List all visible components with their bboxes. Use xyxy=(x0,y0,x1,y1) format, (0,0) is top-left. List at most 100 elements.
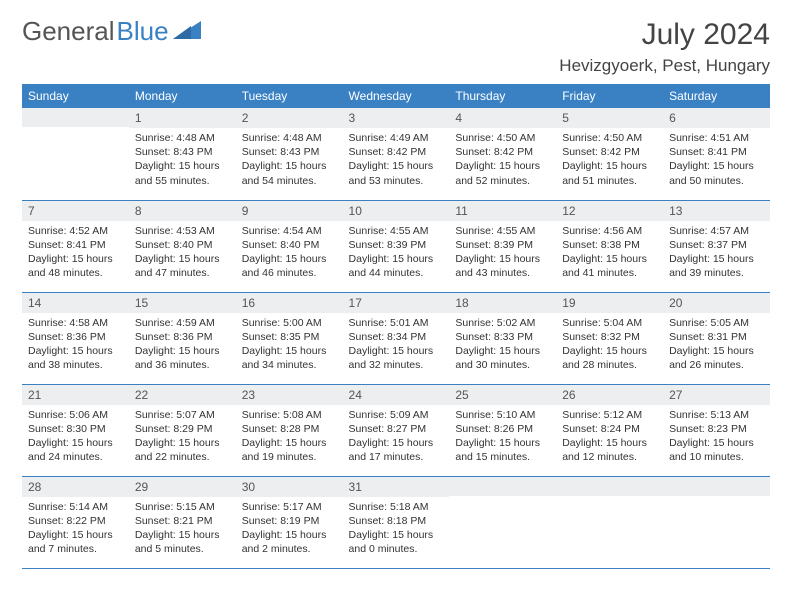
sunrise-line: Sunrise: 5:01 AM xyxy=(349,316,444,330)
daylight-line: Daylight: 15 hours and 47 minutes. xyxy=(135,252,230,280)
calendar-day-cell: 28Sunrise: 5:14 AMSunset: 8:22 PMDayligh… xyxy=(22,476,129,568)
sunrise-line: Sunrise: 5:17 AM xyxy=(242,500,337,514)
daylight-line: Daylight: 15 hours and 32 minutes. xyxy=(349,344,444,372)
day-details: Sunrise: 4:50 AMSunset: 8:42 PMDaylight:… xyxy=(449,128,556,194)
day-details: Sunrise: 4:58 AMSunset: 8:36 PMDaylight:… xyxy=(22,313,129,379)
calendar-day-cell: 30Sunrise: 5:17 AMSunset: 8:19 PMDayligh… xyxy=(236,476,343,568)
calendar-day-cell: 29 Sunrise: 5:15 AMSunset: 8:21 PMDayligh… xyxy=(129,476,236,568)
sunrise-line: Sunrise: 5:02 AM xyxy=(455,316,550,330)
daylight-line: Daylight: 15 hours and 15 minutes. xyxy=(455,436,550,464)
day-details: Sunrise: 5:02 AMSunset: 8:33 PMDaylight:… xyxy=(449,313,556,379)
sunset-line: Sunset: 8:23 PM xyxy=(669,422,764,436)
daylight-line: Daylight: 15 hours and 53 minutes. xyxy=(349,159,444,187)
day-number: 26 xyxy=(556,385,663,405)
day-details: Sunrise: 5:13 AMSunset: 8:23 PMDaylight:… xyxy=(663,405,770,471)
daylight-line: Daylight: 15 hours and 41 minutes. xyxy=(562,252,657,280)
day-number xyxy=(556,477,663,496)
sunrise-line: Sunrise: 4:48 AM xyxy=(242,131,337,145)
calendar-day-cell: 25Sunrise: 5:10 AMSunset: 8:26 PMDayligh… xyxy=(449,384,556,476)
day-number: 17 xyxy=(343,293,450,313)
calendar-day-cell: 18Sunrise: 5:02 AMSunset: 8:33 PMDayligh… xyxy=(449,292,556,384)
day-details: Sunrise: 4:51 AMSunset: 8:41 PMDaylight:… xyxy=(663,128,770,194)
sunrise-line: Sunrise: 5:18 AM xyxy=(349,500,444,514)
calendar-day-cell: 1Sunrise: 4:48 AMSunset: 8:43 PMDaylight… xyxy=(129,108,236,200)
calendar-day-cell: 3Sunrise: 4:49 AMSunset: 8:42 PMDaylight… xyxy=(343,108,450,200)
calendar-day-cell: 8 Sunrise: 4:53 AMSunset: 8:40 PMDaylight… xyxy=(129,200,236,292)
day-details: Sunrise: 5:07 AMSunset: 8:29 PMDaylight:… xyxy=(129,405,236,471)
sunset-line: Sunset: 8:21 PM xyxy=(135,514,230,528)
calendar-empty-cell xyxy=(22,108,129,200)
sunrise-line: Sunrise: 5:08 AM xyxy=(242,408,337,422)
sunset-line: Sunset: 8:24 PM xyxy=(562,422,657,436)
calendar-week-row: 1Sunrise: 4:48 AMSunset: 8:43 PMDaylight… xyxy=(22,108,770,200)
sunrise-line: Sunrise: 4:49 AM xyxy=(349,131,444,145)
day-number: 8 xyxy=(129,201,236,221)
calendar-empty-cell xyxy=(556,476,663,568)
calendar-day-cell: 21Sunrise: 5:06 AMSunset: 8:30 PMDayligh… xyxy=(22,384,129,476)
day-details: Sunrise: 4:59 AMSunset: 8:36 PMDaylight:… xyxy=(129,313,236,379)
calendar-day-cell: 23Sunrise: 5:08 AMSunset: 8:28 PMDayligh… xyxy=(236,384,343,476)
sunset-line: Sunset: 8:32 PM xyxy=(562,330,657,344)
weekday-header: Thursday xyxy=(449,84,556,108)
sunrise-line: Sunrise: 4:48 AM xyxy=(135,131,230,145)
weekday-header: Friday xyxy=(556,84,663,108)
daylight-line: Daylight: 15 hours and 55 minutes. xyxy=(135,159,230,187)
daylight-line: Daylight: 15 hours and 52 minutes. xyxy=(455,159,550,187)
sunrise-line: Sunrise: 4:55 AM xyxy=(455,224,550,238)
calendar-empty-cell xyxy=(663,476,770,568)
calendar-day-cell: 20Sunrise: 5:05 AMSunset: 8:31 PMDayligh… xyxy=(663,292,770,384)
weekday-header: Sunday xyxy=(22,84,129,108)
sunset-line: Sunset: 8:40 PM xyxy=(135,238,230,252)
sunset-line: Sunset: 8:43 PM xyxy=(242,145,337,159)
day-number: 27 xyxy=(663,385,770,405)
day-details: Sunrise: 4:48 AMSunset: 8:43 PMDaylight:… xyxy=(129,128,236,194)
sunrise-line: Sunrise: 4:56 AM xyxy=(562,224,657,238)
day-details: Sunrise: 4:48 AMSunset: 8:43 PMDaylight:… xyxy=(236,128,343,194)
day-details: Sunrise: 5:17 AMSunset: 8:19 PMDaylight:… xyxy=(236,497,343,563)
day-number: 24 xyxy=(343,385,450,405)
day-details: Sunrise: 5:08 AMSunset: 8:28 PMDaylight:… xyxy=(236,405,343,471)
sunset-line: Sunset: 8:30 PM xyxy=(28,422,123,436)
day-details: Sunrise: 4:54 AMSunset: 8:40 PMDaylight:… xyxy=(236,221,343,287)
sunrise-line: Sunrise: 5:15 AM xyxy=(135,500,230,514)
location-text: Hevizgyoerk, Pest, Hungary xyxy=(559,56,770,76)
daylight-line: Daylight: 15 hours and 50 minutes. xyxy=(669,159,764,187)
calendar-week-row: 14Sunrise: 4:58 AMSunset: 8:36 PMDayligh… xyxy=(22,292,770,384)
calendar-day-cell: 7Sunrise: 4:52 AMSunset: 8:41 PMDaylight… xyxy=(22,200,129,292)
day-number: 13 xyxy=(663,201,770,221)
sunrise-line: Sunrise: 5:07 AM xyxy=(135,408,230,422)
daylight-line: Daylight: 15 hours and 19 minutes. xyxy=(242,436,337,464)
day-details: Sunrise: 4:55 AMSunset: 8:39 PMDaylight:… xyxy=(343,221,450,287)
day-number: 2 xyxy=(236,108,343,128)
sunrise-line: Sunrise: 4:53 AM xyxy=(135,224,230,238)
sunrise-line: Sunrise: 5:06 AM xyxy=(28,408,123,422)
daylight-line: Daylight: 15 hours and 5 minutes. xyxy=(135,528,230,556)
sunset-line: Sunset: 8:33 PM xyxy=(455,330,550,344)
calendar-day-cell: 11Sunrise: 4:55 AMSunset: 8:39 PMDayligh… xyxy=(449,200,556,292)
calendar-day-cell: 16Sunrise: 5:00 AMSunset: 8:35 PMDayligh… xyxy=(236,292,343,384)
sunrise-line: Sunrise: 4:50 AM xyxy=(455,131,550,145)
day-details: Sunrise: 5:01 AMSunset: 8:34 PMDaylight:… xyxy=(343,313,450,379)
daylight-line: Daylight: 15 hours and 34 minutes. xyxy=(242,344,337,372)
sunset-line: Sunset: 8:40 PM xyxy=(242,238,337,252)
day-number: 29 xyxy=(129,477,236,497)
day-number: 28 xyxy=(22,477,129,497)
calendar-body: 1Sunrise: 4:48 AMSunset: 8:43 PMDaylight… xyxy=(22,108,770,568)
weekday-header: Monday xyxy=(129,84,236,108)
sunset-line: Sunset: 8:39 PM xyxy=(455,238,550,252)
calendar-day-cell: 15Sunrise: 4:59 AMSunset: 8:36 PMDayligh… xyxy=(129,292,236,384)
calendar-day-cell: 9Sunrise: 4:54 AMSunset: 8:40 PMDaylight… xyxy=(236,200,343,292)
day-details: Sunrise: 4:57 AMSunset: 8:37 PMDaylight:… xyxy=(663,221,770,287)
day-number: 25 xyxy=(449,385,556,405)
day-number: 5 xyxy=(556,108,663,128)
day-details: Sunrise: 5:00 AMSunset: 8:35 PMDaylight:… xyxy=(236,313,343,379)
day-number: 22 xyxy=(129,385,236,405)
day-number: 14 xyxy=(22,293,129,313)
sunrise-line: Sunrise: 5:10 AM xyxy=(455,408,550,422)
daylight-line: Daylight: 15 hours and 51 minutes. xyxy=(562,159,657,187)
sunset-line: Sunset: 8:39 PM xyxy=(349,238,444,252)
sunset-line: Sunset: 8:38 PM xyxy=(562,238,657,252)
brand-triangle-icon xyxy=(173,19,201,44)
day-number: 4 xyxy=(449,108,556,128)
day-number: 12 xyxy=(556,201,663,221)
